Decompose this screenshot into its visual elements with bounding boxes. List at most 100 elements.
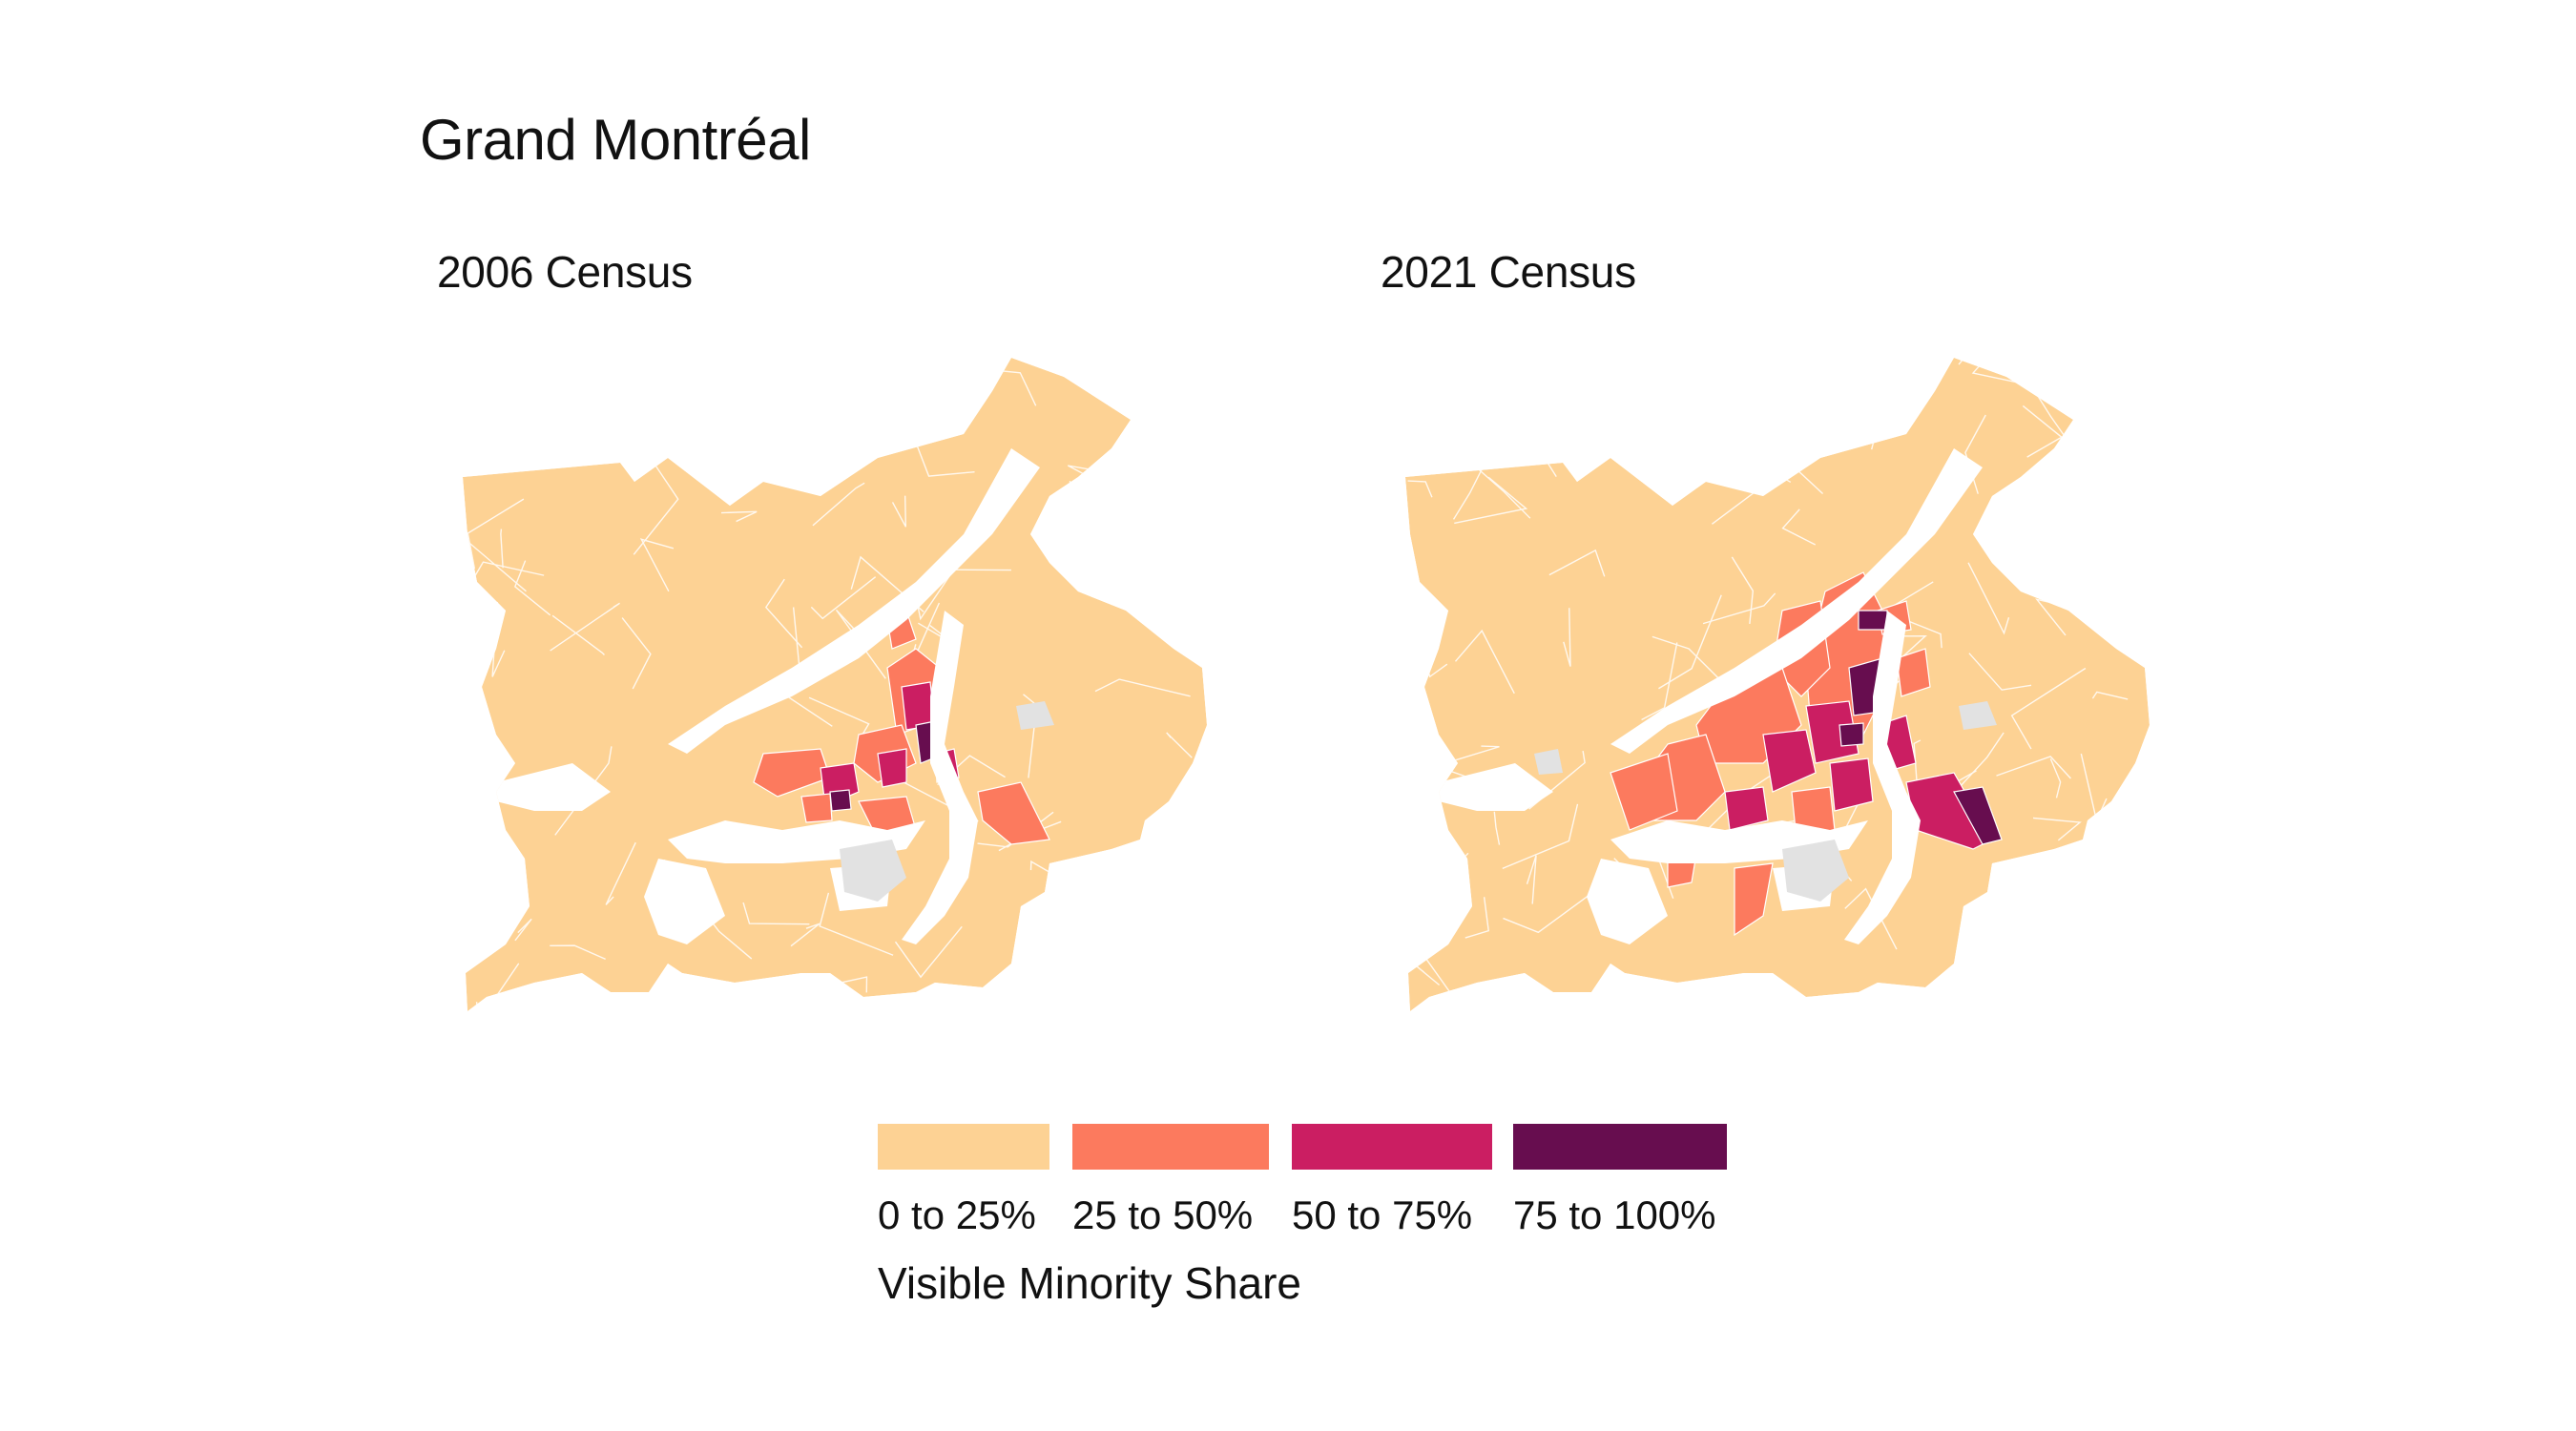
tract-line [605, 841, 636, 905]
tract-line [1503, 888, 1597, 934]
legend: 0 to 25% 25 to 50% 50 to 75% 75 to 100% … [878, 1124, 1832, 1315]
tract-line [1641, 358, 1710, 424]
lake-west [644, 859, 725, 944]
tract-line [554, 746, 613, 836]
tract-line [2010, 667, 2087, 750]
river-east [1844, 611, 1921, 944]
tract-line [1166, 732, 1193, 758]
tract-line [1996, 756, 2071, 779]
tract-line [451, 572, 461, 678]
water-bodies [496, 448, 1040, 944]
nodata-east [1959, 701, 1997, 730]
tract-line [513, 560, 551, 616]
tract-line [1407, 480, 1433, 498]
tract-line [463, 586, 477, 625]
tract-line [585, 363, 665, 460]
tract-line [2032, 817, 2082, 841]
tract-line [519, 376, 553, 428]
legend-label-75-100: 75 to 100% [1513, 1192, 1716, 1237]
tract-line [1563, 608, 1571, 667]
nodata-east [1016, 701, 1054, 730]
river-east [902, 611, 978, 944]
tract-18 [1858, 610, 1888, 631]
tract-line [1063, 534, 1137, 587]
tract-line [2049, 758, 2062, 798]
tract-line [639, 538, 675, 592]
tract-line [1502, 803, 1579, 870]
lake-west [1587, 859, 1668, 944]
tract-line [639, 380, 711, 423]
tract-line [2130, 510, 2150, 559]
tract-line [514, 918, 532, 942]
legend-label-50-75: 50 to 75% [1292, 1192, 1473, 1237]
map-area-2006 [451, 358, 1207, 1011]
map-title-2006: 2006 Census [437, 247, 693, 297]
tract-line [551, 614, 605, 655]
tract-7 [977, 781, 1050, 845]
tract-line [720, 510, 758, 523]
tract-line [1020, 962, 1034, 1011]
tract-14 [1724, 786, 1769, 831]
tract-line [1454, 629, 1515, 695]
region-base [463, 358, 1207, 1011]
tract-6 [877, 748, 907, 788]
nodata-airport [1782, 840, 1849, 902]
tract-line [621, 617, 652, 690]
tract-line [894, 925, 963, 979]
tract-line [788, 434, 812, 465]
tract-4 [1610, 753, 1678, 831]
tract-11 [1896, 648, 1931, 697]
tract-line [2091, 691, 2129, 700]
tract-line [467, 498, 525, 570]
tract-line [1465, 897, 1489, 939]
map-2006 [451, 358, 1207, 1011]
tract-5 [1762, 729, 1817, 793]
tract-line [1526, 855, 1537, 904]
tract-line [764, 578, 803, 649]
tract-line [742, 902, 810, 925]
tract-line [810, 576, 877, 620]
map-2021 [1405, 358, 2222, 1011]
legend-label-25-50: 25 to 50% [1072, 1192, 1254, 1237]
tract-line [2089, 823, 2150, 862]
tract-line [2022, 404, 2064, 458]
tract-line [463, 523, 527, 592]
tract-line [1094, 678, 1191, 697]
tract-line [2056, 552, 2129, 566]
tract-line [812, 482, 865, 527]
tract-6 [1805, 700, 1859, 764]
tract-line [2158, 425, 2222, 466]
tract-line [463, 853, 466, 923]
tract-line [722, 980, 775, 1011]
tract-line [1885, 358, 1963, 367]
tract-line [1115, 977, 1141, 1011]
legend-swatch-75-100 [1513, 1124, 1727, 1170]
tract-19 [1839, 722, 1864, 747]
nodata-far-east [2097, 911, 2121, 940]
tract-13 [1953, 786, 2003, 845]
tract-2 [753, 748, 831, 798]
legend-label-0-25: 0 to 25% [878, 1192, 1036, 1237]
tract-line [550, 944, 606, 961]
tract-line [1548, 549, 1606, 577]
tract-line [1641, 642, 1678, 721]
tract-line [914, 439, 975, 477]
tract-line [959, 358, 974, 413]
tract-line [1844, 887, 1898, 950]
nodata-airport [840, 840, 906, 902]
tract-line [2129, 838, 2150, 861]
tract-line [1702, 592, 1776, 625]
tract-8 [1829, 757, 1874, 812]
legend-swatch-25-50 [1072, 1124, 1269, 1170]
tract-line [1781, 508, 1817, 546]
tract-line [1412, 787, 1444, 839]
tract-line [794, 410, 879, 421]
river-west [1439, 763, 1553, 811]
tract-line [1425, 958, 1504, 1011]
tract-12 [800, 793, 833, 823]
tract-line [512, 429, 524, 468]
tract-line [2140, 455, 2150, 515]
chart-title: Grand Montréal [420, 108, 811, 172]
tract-line [1454, 476, 1528, 525]
